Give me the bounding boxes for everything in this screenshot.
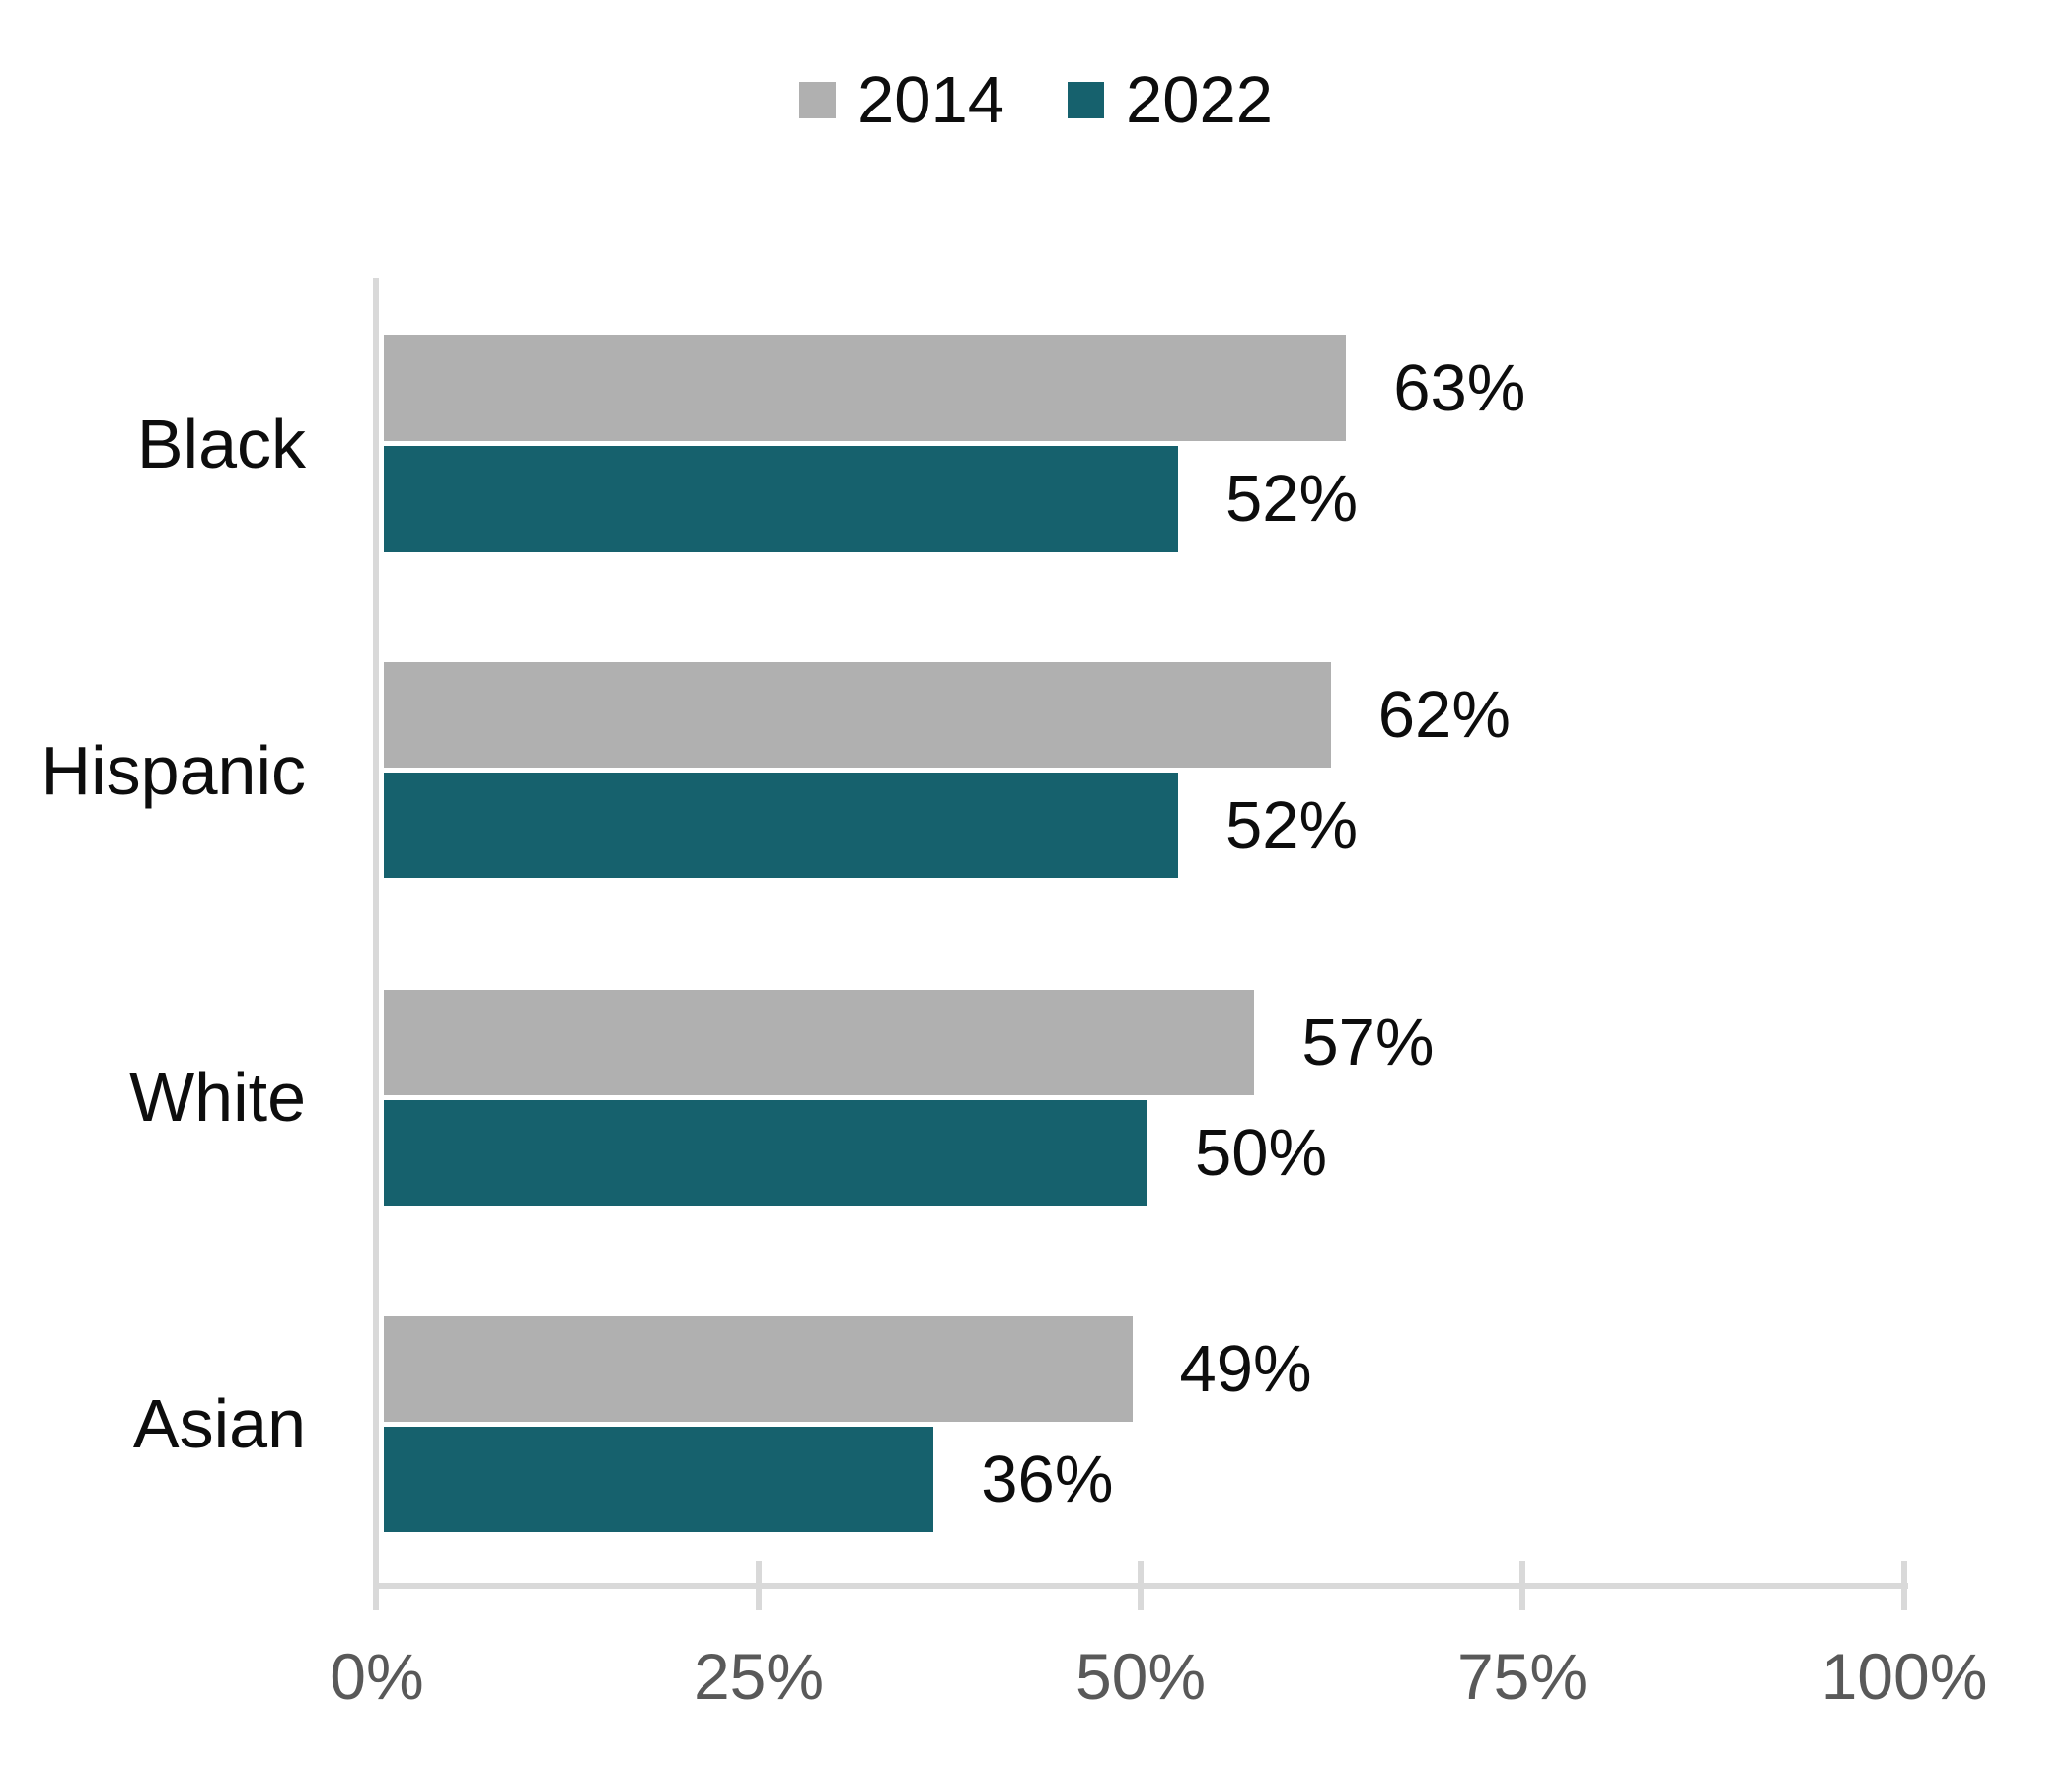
legend-label-2022: 2022 [1126,63,1274,137]
x-axis-label-50%: 50% [1074,1640,1207,1713]
data-label-black-2014: 63% [1393,351,1526,425]
data-label-black-2022: 52% [1225,462,1359,536]
data-label-white-2022: 50% [1195,1115,1328,1190]
legend: 2014 2022 [0,67,2072,133]
data-label-hispanic-2014: 62% [1377,678,1511,753]
y-axis-line [373,278,379,1610]
legend-item-2014: 2014 [798,63,1004,137]
data-label-hispanic-2022: 52% [1225,788,1359,863]
bar-white-2014 [384,989,1255,1095]
bar-asian-2022 [384,1426,934,1532]
x-axis-tick-25% [756,1561,762,1610]
legend-marker-2022 [1068,82,1104,118]
x-axis-label-100%: 100% [1820,1640,1988,1713]
data-label-asian-2022: 36% [981,1442,1114,1517]
bar-asian-2014 [384,1315,1133,1422]
x-axis-tick-50% [1138,1561,1144,1610]
category-label-white: White [129,1059,306,1136]
legend-marker-2014 [798,82,836,118]
x-axis-tick-100% [1901,1561,1907,1610]
data-label-asian-2014: 49% [1179,1331,1312,1406]
x-axis-tick-75% [1519,1561,1525,1610]
x-axis-label-0%: 0% [330,1640,424,1713]
bar-white-2022 [384,1099,1147,1206]
bar-black-2022 [384,446,1178,552]
category-label-hispanic: Hispanic [40,731,306,809]
x-axis-label-25%: 25% [693,1640,825,1713]
legend-item-2022: 2022 [1068,67,1273,133]
data-label-white-2014: 57% [1301,1004,1435,1079]
bar-hispanic-2014 [384,662,1331,769]
category-label-asian: Asian [132,1385,306,1463]
bar-black-2014 [384,335,1347,441]
bar-hispanic-2022 [384,773,1178,879]
x-axis-label-75%: 75% [1456,1640,1589,1713]
legend-label-2014: 2014 [856,63,1004,137]
category-label-black: Black [136,405,306,482]
